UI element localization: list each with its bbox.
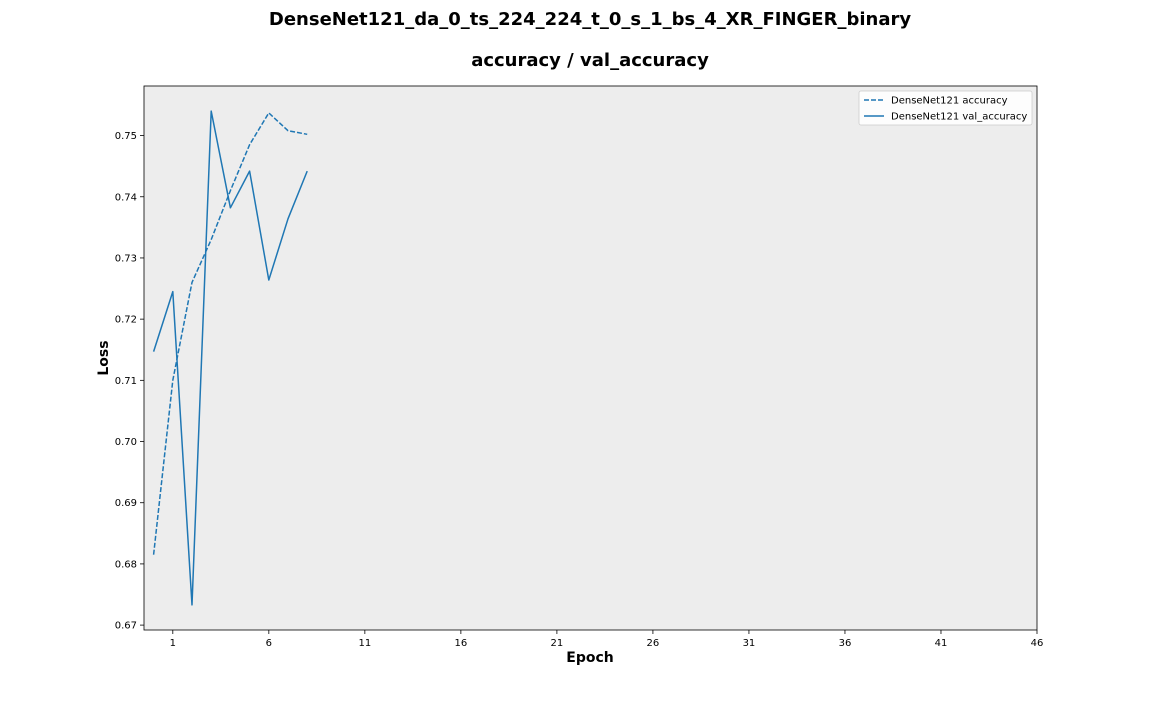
x-tick-label: 46 bbox=[1031, 638, 1044, 649]
series-layer bbox=[152, 110, 308, 606]
legend-box bbox=[858, 90, 1033, 126]
x-tick-label: 6 bbox=[266, 638, 272, 649]
y-tick-label: 0.70 bbox=[115, 437, 137, 448]
chart-subtitle: accuracy / val_accuracy bbox=[471, 50, 709, 71]
x-tick-label: 16 bbox=[455, 638, 468, 649]
plot-frame bbox=[143, 85, 1038, 631]
y-axis: 0.67 0.68 0.69 0.70 0.71 0.72 0.73 0.74 0.75 bbox=[115, 131, 144, 632]
y-tick-label: 0.68 bbox=[115, 559, 137, 570]
x-axis-label: Epoch bbox=[566, 650, 613, 666]
y-tick-label: 0.72 bbox=[115, 315, 137, 326]
x-tick-label: 26 bbox=[647, 638, 660, 649]
x-axis: 1 6 11 16 21 26 31 36 41 46 bbox=[170, 630, 1044, 649]
x-tick-label: 1 bbox=[170, 638, 176, 649]
y-tick-label: 0.67 bbox=[115, 621, 137, 632]
y-axis-label: Loss bbox=[96, 340, 112, 375]
chart-title: DenseNet121_da_0_ts_224_224_t_0_s_1_bs_4… bbox=[269, 9, 911, 30]
y-tick-label: 0.74 bbox=[115, 192, 137, 203]
y-tick-label: 0.71 bbox=[115, 376, 137, 387]
legend-label-val-accuracy: DenseNet121 val_accuracy bbox=[891, 112, 1027, 123]
x-tick-label: 31 bbox=[743, 638, 756, 649]
legend: DenseNet121 accuracy DenseNet121 val_acc… bbox=[858, 90, 1033, 126]
x-tick-label: 21 bbox=[551, 638, 564, 649]
x-tick-label: 11 bbox=[358, 638, 371, 649]
y-tick-label: 0.69 bbox=[115, 498, 137, 509]
x-tick-label: 41 bbox=[935, 638, 948, 649]
x-tick-label: 36 bbox=[839, 638, 852, 649]
y-tick-label: 0.75 bbox=[115, 131, 137, 142]
series-line-val-accuracy bbox=[152, 110, 308, 606]
y-tick-label: 0.73 bbox=[115, 253, 137, 264]
series-line-accuracy bbox=[152, 112, 308, 555]
plot-area bbox=[144, 86, 1037, 630]
legend-label-accuracy: DenseNet121 accuracy bbox=[891, 96, 1008, 107]
